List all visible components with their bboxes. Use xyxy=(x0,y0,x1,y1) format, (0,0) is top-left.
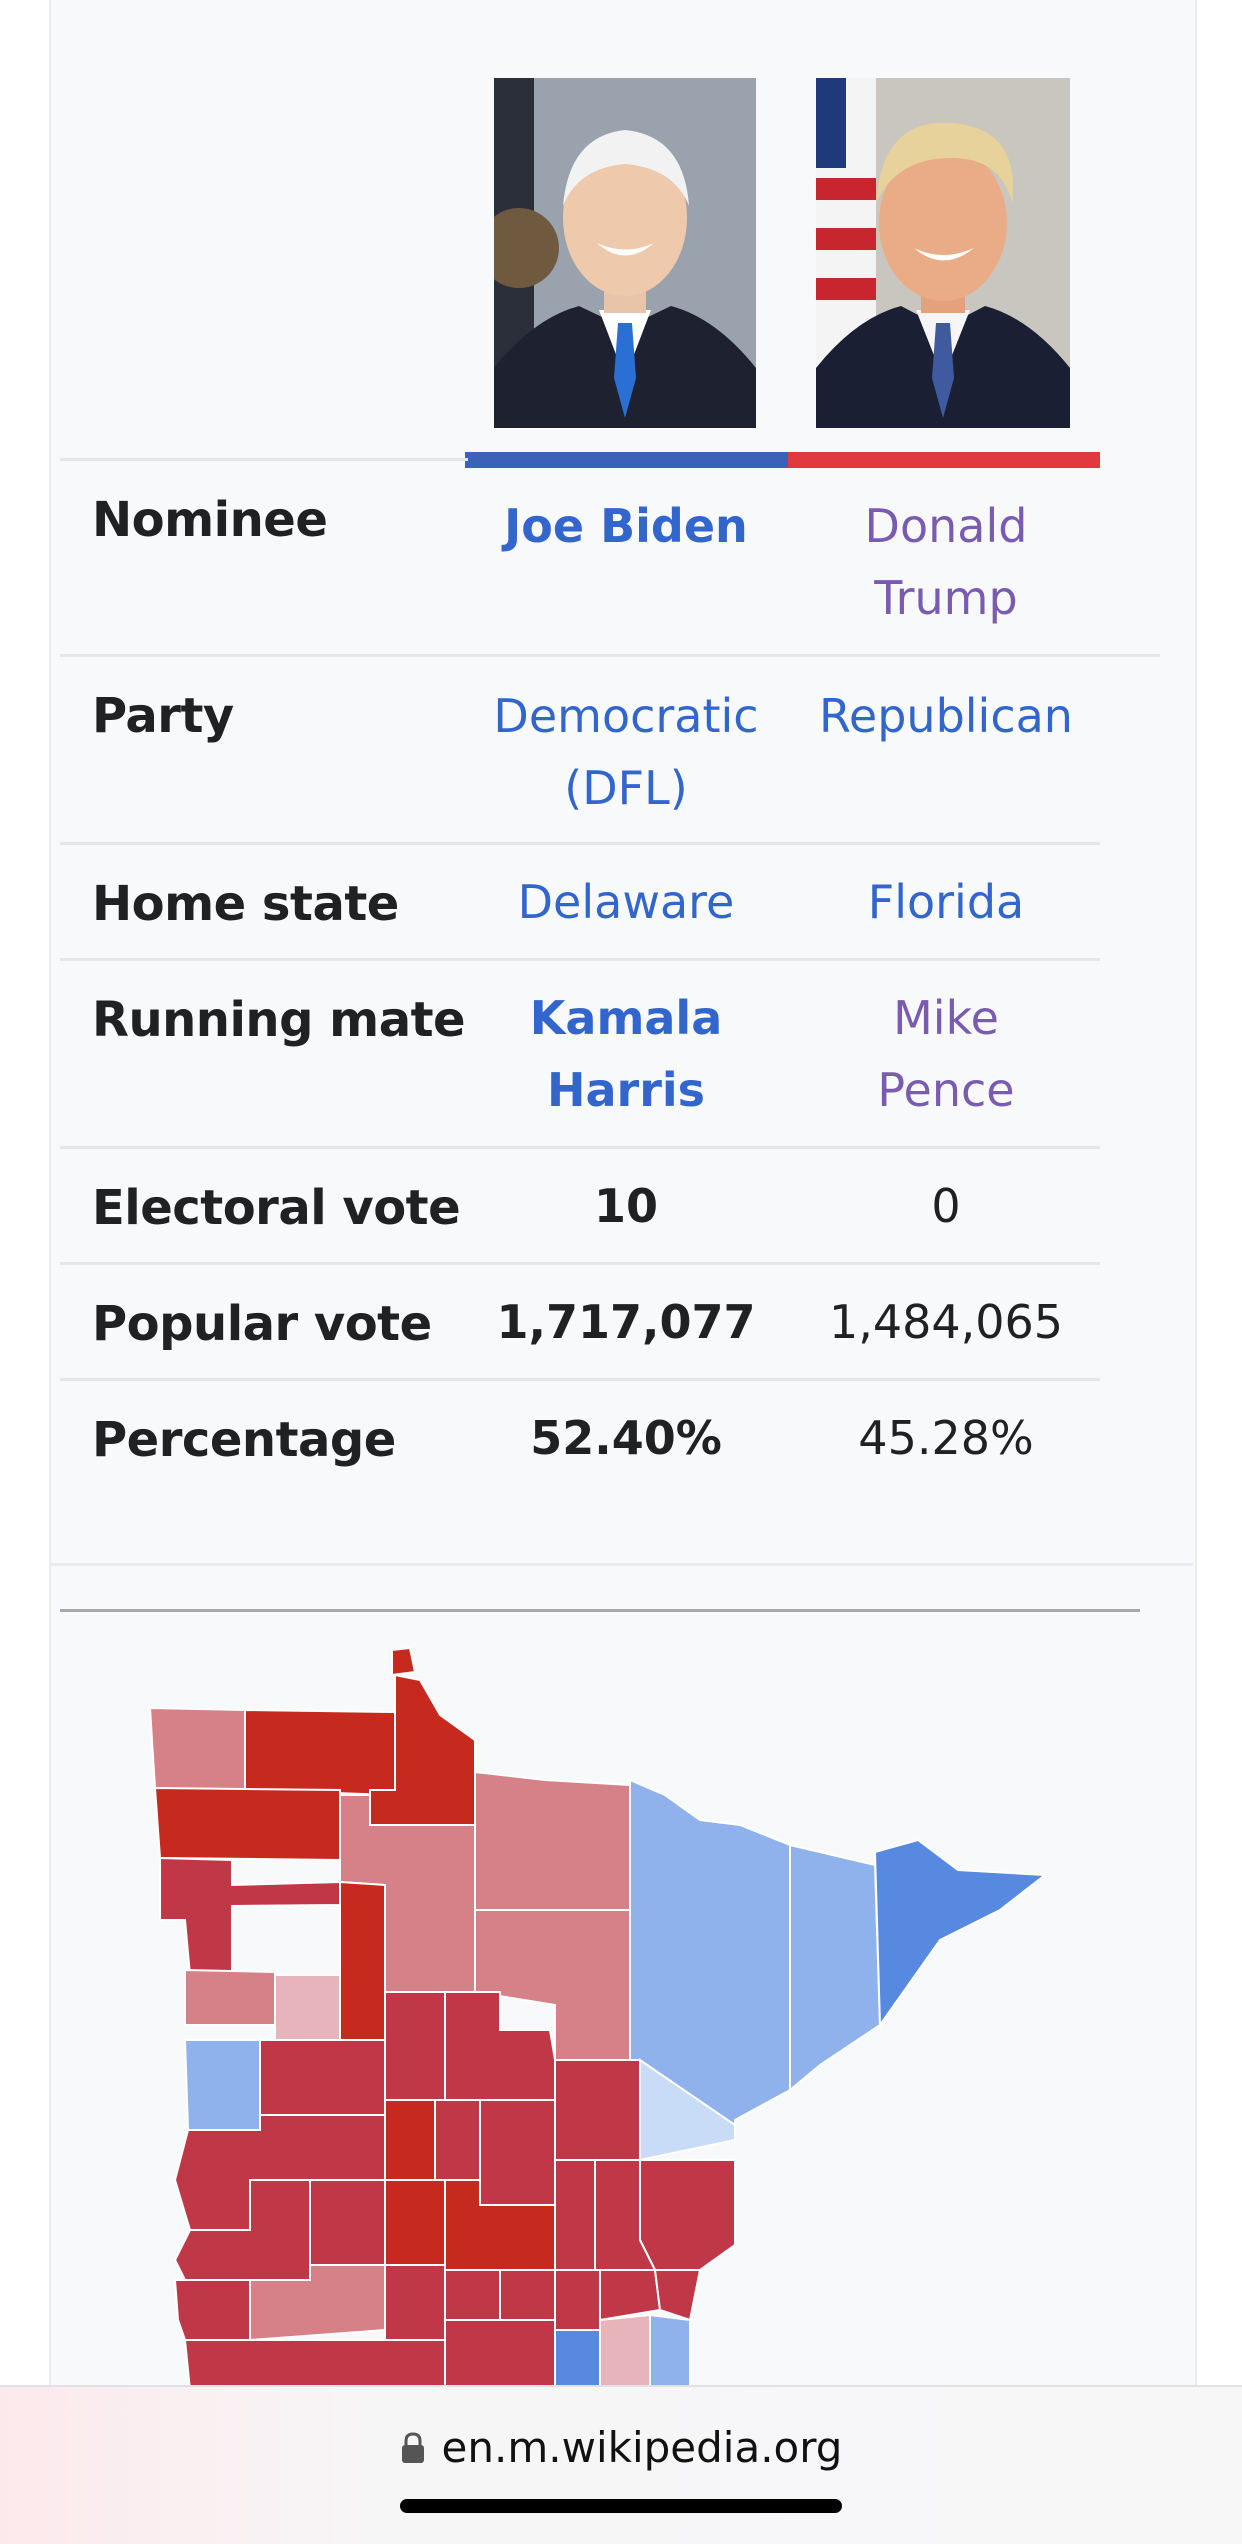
url-display[interactable]: en.m.wikipedia.org xyxy=(0,2423,1242,2475)
popular-vote-label: Popular vote xyxy=(92,1296,432,1352)
biden-photo[interactable] xyxy=(494,78,756,428)
trump-electoral-vote: 0 xyxy=(931,1179,961,1233)
home-state-label: Home state xyxy=(92,876,399,932)
biden-home-state-link[interactable]: Delaware xyxy=(517,875,735,929)
lock-icon xyxy=(400,2426,426,2475)
biden-electoral-vote: 10 xyxy=(593,1179,658,1233)
trump-nominee-link[interactable]: Donald Trump xyxy=(864,499,1028,625)
home-indicator[interactable] xyxy=(400,2499,842,2513)
map-divider xyxy=(60,1609,1140,1612)
biden-party-link[interactable]: Democratic (DFL) xyxy=(493,689,759,815)
divider xyxy=(49,1563,1193,1566)
browser-address-bar[interactable]: en.m.wikipedia.org xyxy=(0,2385,1242,2544)
url-text: en.m.wikipedia.org xyxy=(441,2423,843,2472)
divider xyxy=(60,1262,1100,1265)
democratic-color-bar xyxy=(465,452,788,468)
republican-color-bar xyxy=(788,452,1100,468)
divider xyxy=(60,1146,1100,1149)
divider xyxy=(60,654,1160,657)
trump-photo[interactable] xyxy=(816,78,1070,428)
biden-popular-vote: 1,717,077 xyxy=(496,1295,756,1349)
running-mate-label: Running mate xyxy=(92,992,466,1048)
percentage-label: Percentage xyxy=(92,1412,396,1468)
biden-running-mate-link[interactable]: Kamala Harris xyxy=(529,991,723,1117)
trump-home-state-link[interactable]: Florida xyxy=(867,875,1025,929)
trump-running-mate-link[interactable]: Mike Pence xyxy=(877,991,1015,1117)
trump-popular-vote: 1,484,065 xyxy=(828,1295,1064,1349)
divider xyxy=(60,842,1100,845)
biden-nominee-link[interactable]: Joe Biden xyxy=(504,499,748,553)
trump-party-link[interactable]: Republican xyxy=(819,689,1073,743)
divider xyxy=(60,1378,1100,1381)
biden-percentage: 52.40% xyxy=(530,1411,722,1465)
divider xyxy=(60,958,1100,961)
nominee-label: Nominee xyxy=(92,492,328,548)
divider xyxy=(60,458,468,461)
trump-percentage: 45.28% xyxy=(858,1411,1034,1465)
county-results-map[interactable] xyxy=(0,1620,1242,2395)
party-label: Party xyxy=(92,688,234,744)
electoral-vote-label: Electoral vote xyxy=(92,1180,461,1236)
